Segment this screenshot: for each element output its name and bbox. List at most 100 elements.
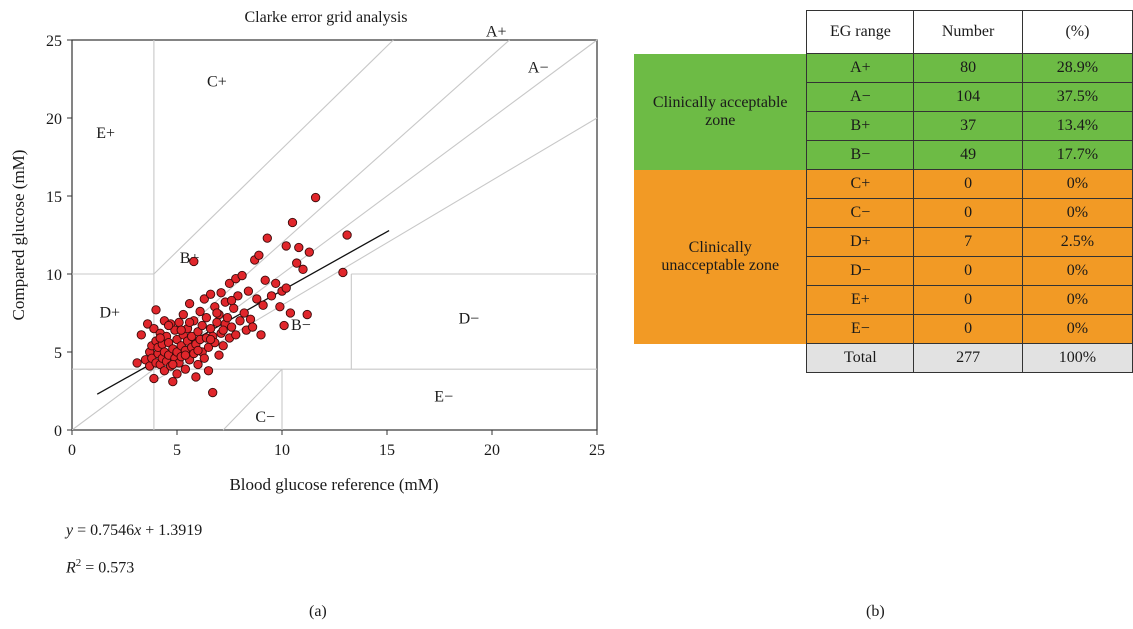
zone-label: A+ bbox=[486, 24, 507, 41]
data-point bbox=[149, 323, 159, 334]
panel-label-b: (b) bbox=[866, 603, 885, 620]
data-point bbox=[262, 233, 272, 243]
table-cell: D+ bbox=[806, 227, 915, 257]
data-point bbox=[294, 242, 304, 253]
table-cell: 37 bbox=[913, 111, 1023, 141]
table-cell: E+ bbox=[806, 285, 915, 315]
data-point bbox=[187, 331, 197, 342]
table-total-cell: 277 bbox=[913, 343, 1023, 373]
data-point bbox=[208, 387, 218, 398]
data-point bbox=[163, 320, 174, 331]
table-row: B− 49 17.7% bbox=[634, 140, 1133, 170]
data-point bbox=[212, 308, 222, 318]
data-point bbox=[195, 306, 205, 317]
data-point bbox=[205, 334, 216, 345]
data-point bbox=[205, 289, 216, 299]
data-point bbox=[199, 294, 209, 304]
x-tick-label: 5 bbox=[173, 442, 181, 459]
table-cell: D− bbox=[806, 256, 915, 286]
zone-boundaries bbox=[71, 39, 598, 431]
table-row: D+ 7 2.5% bbox=[634, 227, 1133, 257]
data-point bbox=[279, 320, 289, 331]
table-cell: A− bbox=[806, 82, 915, 112]
clarke-error-grid-chart: A+A−C+E+B+D+B− D−E−C− 0 5 10 15 20 25051015202… bbox=[9, 9, 605, 494]
y-tick-label: 5 bbox=[54, 345, 62, 362]
data-point bbox=[132, 358, 142, 368]
table-cell: 0 bbox=[913, 285, 1023, 315]
table-total-spacer bbox=[634, 344, 807, 373]
zone-label: E− bbox=[434, 389, 453, 406]
table-cell: 0% bbox=[1021, 285, 1133, 315]
data-point bbox=[203, 366, 214, 376]
plot-frame bbox=[71, 39, 598, 431]
data-point bbox=[201, 313, 212, 323]
table-cell: 0% bbox=[1021, 314, 1133, 344]
data-point bbox=[342, 230, 352, 240]
data-point bbox=[254, 250, 264, 260]
data-point bbox=[184, 317, 195, 328]
data-point bbox=[266, 291, 277, 301]
zone-boundary-line bbox=[155, 117, 598, 381]
equation-y: y bbox=[66, 522, 74, 539]
data-point bbox=[193, 359, 203, 370]
x-axis-label: Blood glucose reference (mM) bbox=[229, 475, 438, 494]
table-cell: 0 bbox=[913, 198, 1023, 228]
data-point bbox=[237, 270, 247, 281]
data-point bbox=[310, 192, 321, 203]
table-total-cell: 100% bbox=[1021, 343, 1133, 373]
data-point bbox=[245, 314, 256, 324]
table-header-cell: (%) bbox=[1021, 10, 1133, 54]
table-header-cell: Number bbox=[913, 10, 1023, 54]
data-point bbox=[231, 330, 241, 340]
table-row: D− 0 0% bbox=[634, 256, 1133, 286]
axis-ticks: 0 5 10 15 20 25 0 5 10 15 20 25 bbox=[46, 33, 605, 459]
equation-x: x bbox=[134, 522, 142, 539]
table-cell: 13.4% bbox=[1021, 111, 1133, 141]
table-cell: 2.5% bbox=[1021, 227, 1133, 257]
data-point bbox=[151, 305, 161, 315]
data-point bbox=[168, 376, 178, 387]
data-point bbox=[235, 316, 245, 326]
x-tick-label: 10 bbox=[274, 442, 290, 459]
table-cell: A+ bbox=[806, 53, 915, 83]
data-point bbox=[271, 278, 281, 289]
data-point bbox=[275, 302, 285, 312]
x-tick-label: 20 bbox=[484, 442, 500, 459]
data-point bbox=[239, 308, 249, 318]
table-cell: 28.9% bbox=[1021, 53, 1133, 83]
y-tick-label: 0 bbox=[54, 423, 62, 440]
data-point bbox=[281, 241, 291, 251]
r-superscript: 2 bbox=[75, 557, 82, 569]
data-point bbox=[229, 303, 239, 313]
zone-label: A− bbox=[528, 60, 549, 77]
data-point bbox=[281, 283, 291, 293]
data-point bbox=[180, 364, 191, 374]
table-total-cell: Total bbox=[806, 343, 915, 373]
x-tick-label: 25 bbox=[589, 442, 605, 459]
table-header-row: EG range Number (%) bbox=[634, 10, 1133, 54]
zone-label: D+ bbox=[100, 304, 121, 321]
table-cell: 37.5% bbox=[1021, 82, 1133, 112]
table-row: Clinically acceptable zone A+ 80 28.9% bbox=[634, 53, 1133, 170]
data-point bbox=[287, 217, 298, 228]
data-point bbox=[176, 325, 186, 335]
zone-label: D− bbox=[459, 311, 480, 328]
data-point bbox=[233, 291, 243, 301]
zone-boundary-line bbox=[222, 368, 283, 431]
data-point bbox=[224, 278, 235, 289]
table-cell: 0 bbox=[913, 256, 1023, 286]
zone-label: B− bbox=[291, 317, 311, 334]
table-row: C− 0 0% bbox=[634, 198, 1133, 228]
data-point bbox=[168, 359, 178, 370]
table-row: E− 0 0% bbox=[634, 314, 1133, 344]
panel-label-a: (a) bbox=[309, 603, 327, 620]
zone-label: C+ bbox=[207, 74, 227, 91]
table-total-row: Total 277 100% bbox=[634, 343, 1133, 373]
data-point bbox=[252, 294, 262, 304]
data-point bbox=[174, 317, 184, 328]
table-row: A− 104 37.5% bbox=[634, 82, 1133, 112]
data-point bbox=[159, 366, 170, 376]
table-cell: 7 bbox=[913, 227, 1023, 257]
table-cell: 17.7% bbox=[1021, 140, 1133, 170]
data-point bbox=[338, 267, 348, 278]
